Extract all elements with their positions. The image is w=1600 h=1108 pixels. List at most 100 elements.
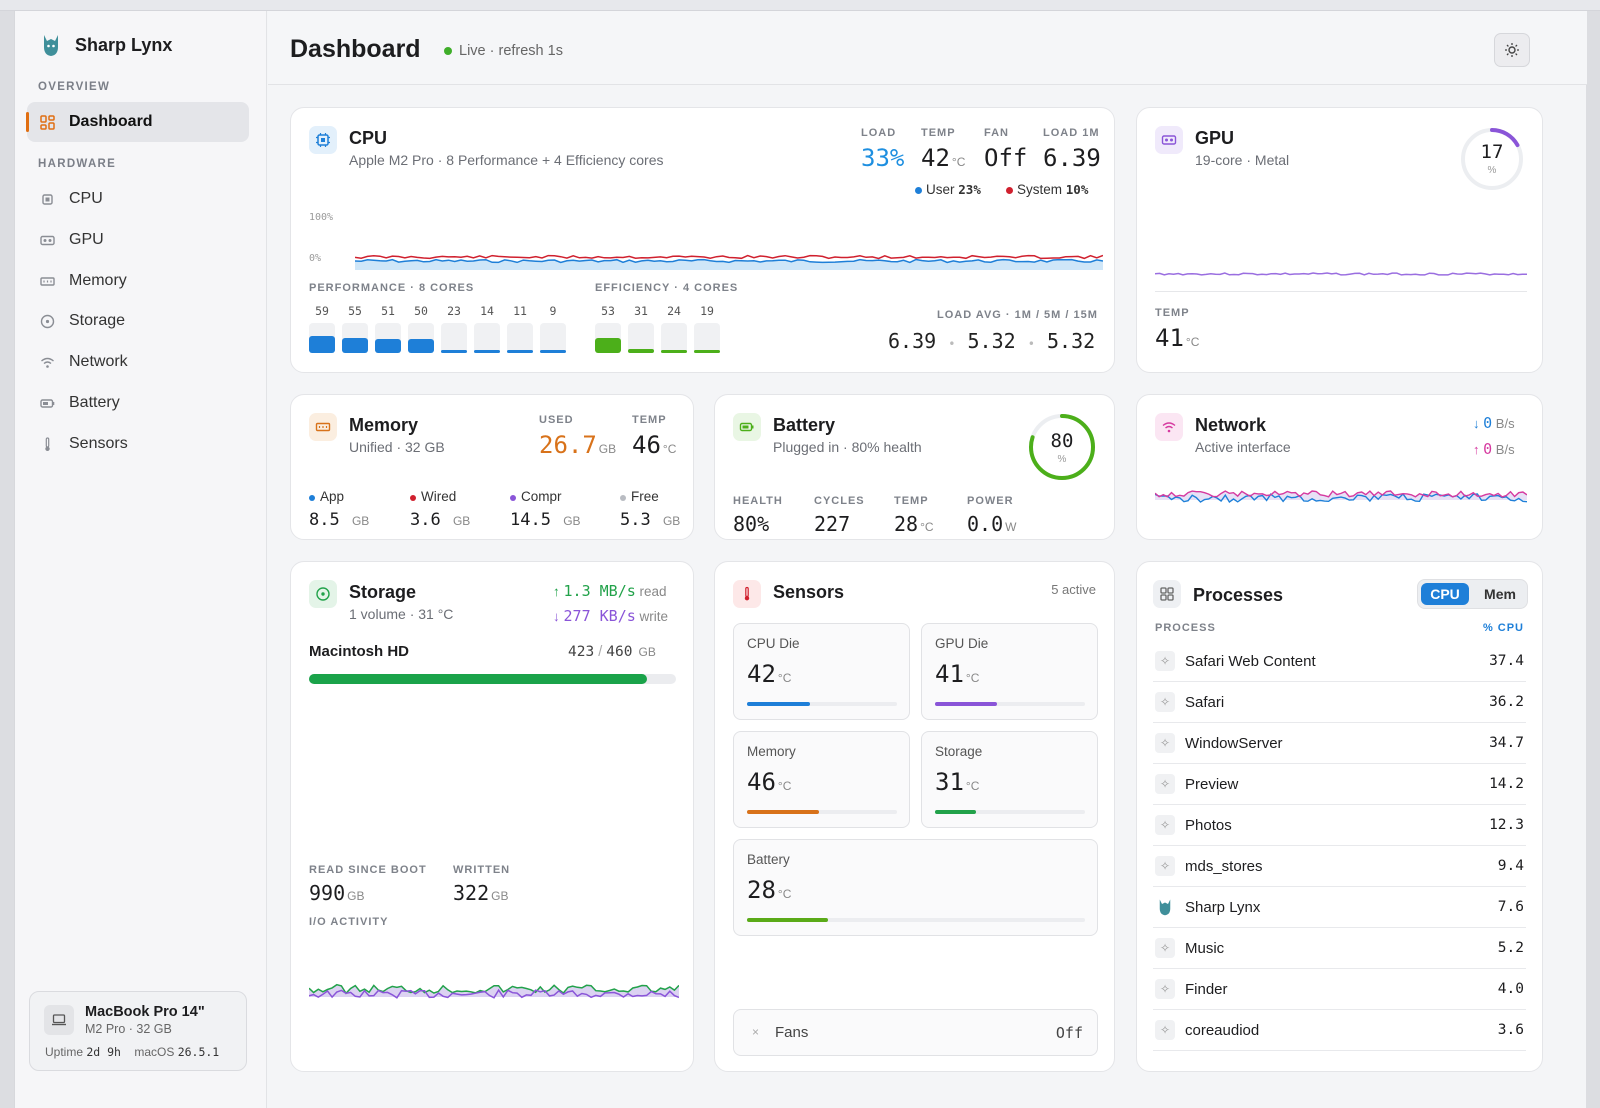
gpu-subtitle: 19-core · Metal bbox=[1195, 152, 1290, 168]
sensor-tile-storage: Storage 31 °C bbox=[921, 731, 1098, 828]
process-row[interactable]: ✧ Finder 4.0 bbox=[1153, 969, 1526, 1010]
thermometer-icon bbox=[733, 580, 761, 608]
process-row[interactable]: ✧ Safari Web Content 37.4 bbox=[1153, 641, 1526, 682]
cpu-temp-value: 42 bbox=[921, 144, 950, 172]
volume-name: Macintosh HD bbox=[309, 643, 410, 660]
battery-subtitle: Plugged in · 80% health bbox=[773, 439, 922, 455]
sidebar-item-gpu[interactable]: GPU bbox=[27, 220, 249, 260]
memory-icon bbox=[39, 273, 55, 289]
sensor-value-number: 28 bbox=[747, 876, 776, 904]
battery-charge-value: 80 bbox=[1050, 430, 1074, 452]
process-row[interactable]: ✧ coreaudiod 3.6 bbox=[1153, 1010, 1526, 1051]
process-row[interactable]: Sharp Lynx 7.6 bbox=[1153, 887, 1526, 928]
sensors-active-count: 5 active bbox=[1051, 582, 1096, 597]
tab-mem[interactable]: Mem bbox=[1484, 586, 1516, 602]
read-boot-label: READ SINCE BOOT bbox=[309, 864, 427, 876]
sensor-bar-fill bbox=[935, 810, 976, 814]
sensor-value-number: 31 bbox=[935, 768, 964, 796]
perf-core-value: 59 bbox=[315, 304, 329, 318]
sidebar-item-label: Dashboard bbox=[69, 113, 153, 130]
memory-card: Memory Unified · 32 GB USED 26.7 GB TEMP … bbox=[290, 394, 694, 540]
network-down: ↓ 0 B/s bbox=[1473, 414, 1515, 432]
process-row[interactable]: ✧ mds_stores 9.4 bbox=[1153, 846, 1526, 887]
sensor-unit: °C bbox=[777, 671, 792, 685]
network-up-line bbox=[1155, 490, 1527, 498]
sidebar-item-sensors[interactable]: Sensors bbox=[27, 424, 249, 464]
loadavg-5m: 5.32 bbox=[967, 329, 1016, 353]
mem-free-label: Free bbox=[620, 489, 659, 504]
os-label: macOS bbox=[134, 1045, 175, 1059]
process-row[interactable]: ✧ Preview 14.2 bbox=[1153, 764, 1526, 805]
section-overview: OVERVIEW bbox=[38, 81, 111, 93]
battery-cycles-value: 227 bbox=[814, 512, 851, 536]
battery-power-label: POWER bbox=[967, 495, 1014, 507]
sort-toggle: CPU Mem bbox=[1417, 579, 1528, 609]
cpu-fan-label: FAN bbox=[984, 127, 1009, 139]
battery-temp: 28 °C bbox=[894, 512, 934, 536]
arrow-up-icon: ↑ bbox=[1473, 442, 1480, 457]
wifi-icon bbox=[39, 354, 55, 370]
app-generic-icon: ✧ bbox=[1155, 651, 1175, 671]
sensor-value-number: 46 bbox=[747, 768, 776, 796]
sensor-name: CPU Die bbox=[747, 636, 800, 651]
mem-compr-name: Compr bbox=[521, 489, 562, 504]
eff-core-fill bbox=[628, 349, 654, 353]
memory-used-value: 26.7 bbox=[539, 431, 597, 459]
app-generic-icon: ✧ bbox=[1155, 774, 1175, 794]
user-value: 23% bbox=[958, 182, 981, 197]
process-cpu-value: 36.2 bbox=[1489, 694, 1524, 710]
process-cpu-value: 37.4 bbox=[1489, 653, 1524, 669]
network-subtitle: Active interface bbox=[1195, 439, 1291, 455]
eff-core-fill bbox=[694, 350, 720, 353]
written: 322 GB bbox=[453, 881, 508, 905]
mem-wired-name: Wired bbox=[421, 489, 457, 504]
lynx-logo-icon bbox=[44, 35, 58, 56]
mem-app: 8.5 GB bbox=[309, 510, 369, 530]
process-row[interactable]: ✧ Safari 36.2 bbox=[1153, 682, 1526, 723]
mem-free: 5.3 GB bbox=[620, 510, 680, 530]
arrow-up-icon: ↑ bbox=[553, 584, 560, 599]
user-label: User bbox=[926, 182, 955, 197]
sun-icon bbox=[1505, 43, 1519, 57]
sidebar: Sharp Lynx OVERVIEW Dashboard HARDWARE C… bbox=[15, 11, 267, 1108]
storage-icon bbox=[309, 580, 337, 608]
process-row[interactable]: ✧ WindowServer 34.7 bbox=[1153, 723, 1526, 764]
memory-used: 26.7 GB bbox=[539, 431, 616, 459]
sensor-unit: °C bbox=[777, 779, 792, 793]
theme-toggle-button[interactable] bbox=[1494, 33, 1530, 67]
device-spec: M2 Pro · 32 GB bbox=[85, 1022, 172, 1036]
col-process: PROCESS bbox=[1155, 622, 1216, 634]
gpu-usage-value: 17 bbox=[1480, 141, 1504, 163]
mem-app-name: App bbox=[320, 489, 345, 504]
perf-core-value: 11 bbox=[513, 304, 527, 318]
network-history-chart bbox=[1155, 490, 1527, 504]
sidebar-item-battery[interactable]: Battery bbox=[27, 383, 249, 423]
process-name: Photos bbox=[1185, 817, 1232, 834]
tab-cpu[interactable]: CPU bbox=[1421, 583, 1469, 605]
io-activity-label: I/O ACTIVITY bbox=[309, 916, 389, 928]
sensor-bar bbox=[935, 810, 1085, 814]
cpu-axis-bottom: 0% bbox=[309, 253, 322, 264]
cpu-system-line bbox=[355, 254, 1103, 260]
sidebar-item-storage[interactable]: Storage bbox=[27, 301, 249, 341]
laptop-icon bbox=[44, 1005, 74, 1035]
io-write-line bbox=[309, 988, 679, 999]
gpu-card: GPU 19-core · Metal 17 % TEMP 41 °C bbox=[1136, 107, 1543, 373]
sensor-tile-gpu-die: GPU Die 41 °C bbox=[921, 623, 1098, 720]
process-row[interactable]: ✧ Photos 12.3 bbox=[1153, 805, 1526, 846]
storage-subtitle: 1 volume · 31 °C bbox=[349, 606, 454, 622]
sidebar-item-cpu[interactable]: CPU bbox=[27, 179, 249, 219]
process-row[interactable]: ✧ Music 5.2 bbox=[1153, 928, 1526, 969]
thermometer-icon bbox=[39, 436, 55, 452]
memory-icon bbox=[309, 413, 337, 441]
volume-usage-fill bbox=[309, 674, 647, 684]
sidebar-item-memory[interactable]: Memory bbox=[27, 261, 249, 301]
gpu-usage-ring bbox=[1461, 128, 1523, 190]
arrow-down-icon: ↓ bbox=[1473, 416, 1480, 431]
sidebar-item-dashboard[interactable]: Dashboard bbox=[26, 102, 249, 142]
fan-icon: × bbox=[752, 1025, 760, 1039]
perf-core-fill bbox=[408, 339, 434, 353]
col-cpu[interactable]: % CPU bbox=[1482, 622, 1524, 634]
process-name: coreaudiod bbox=[1185, 1022, 1260, 1039]
sidebar-item-network[interactable]: Network bbox=[27, 342, 249, 382]
